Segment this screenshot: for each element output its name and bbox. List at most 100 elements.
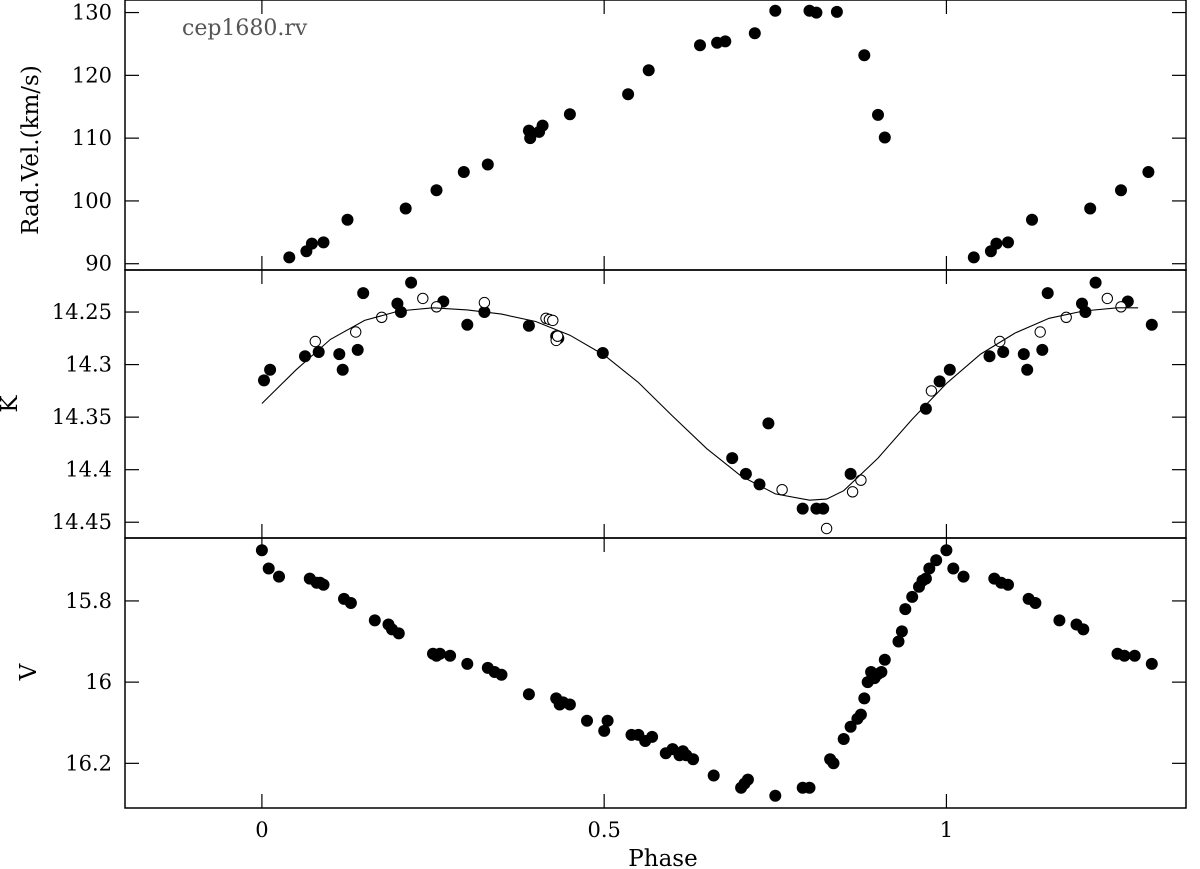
k-open-data-point xyxy=(478,296,491,309)
k-data-point xyxy=(1145,318,1158,331)
k-open-data-point xyxy=(547,314,559,327)
v-data-point xyxy=(433,647,446,660)
v-band-panel: V Phase 15.8 16 16.2 0 0.5 1 xyxy=(16,537,1187,869)
phase-axis-label: Phase xyxy=(628,846,697,869)
rv-data-point xyxy=(1084,202,1097,215)
v-data-point xyxy=(1053,614,1066,627)
rv-data-point xyxy=(317,236,330,249)
v-data-point xyxy=(707,769,720,782)
k-data-point xyxy=(943,363,956,376)
v-data-point xyxy=(957,570,970,583)
k-data-point xyxy=(405,276,418,289)
k-data-point xyxy=(333,348,346,361)
k-band-axis-label: K xyxy=(0,395,23,413)
k-y-tick-label: 14.35 xyxy=(52,405,112,429)
rv-y-tick-label: 110 xyxy=(72,126,112,150)
v-data-point xyxy=(495,668,508,681)
rv-data-point xyxy=(1115,184,1127,197)
rv-data-point xyxy=(622,88,635,101)
v-data-point xyxy=(1128,649,1141,662)
v-data-point xyxy=(741,773,754,786)
k-y-tick-label: 14.25 xyxy=(52,300,112,324)
rv-data-point xyxy=(305,237,318,250)
k-open-data-point xyxy=(776,484,788,496)
v-data-point xyxy=(444,649,457,662)
rv-data-point xyxy=(990,237,1003,250)
v-data-point xyxy=(895,625,908,638)
v-data-point xyxy=(461,657,474,670)
panel-annotation: cep1680.rv xyxy=(182,16,308,41)
v-data-point xyxy=(581,714,593,727)
v-data-point xyxy=(1145,657,1158,670)
k-data-point xyxy=(983,350,996,363)
phase-tick-label: 1 xyxy=(940,818,953,842)
v-y-tick-label: 15.8 xyxy=(65,589,112,613)
k-open-data-point xyxy=(309,335,321,348)
v-data-point xyxy=(803,781,816,794)
k-data-point xyxy=(726,452,739,465)
k-open-data-point xyxy=(417,292,429,305)
v-y-tick-label: 16.2 xyxy=(65,751,112,775)
k-open-data-point xyxy=(846,486,859,498)
v-data-point xyxy=(906,590,919,603)
v-data-point xyxy=(563,698,576,711)
k-data-point xyxy=(336,363,349,376)
k-open-data-point xyxy=(925,385,938,397)
k-data-point xyxy=(997,346,1010,358)
rv-y-tick-label: 130 xyxy=(72,1,112,25)
rv-data-point xyxy=(1026,213,1038,226)
v-band-axis-label: V xyxy=(16,663,42,681)
k-y-tick-label: 14.3 xyxy=(65,353,112,377)
k-data-point xyxy=(762,417,775,430)
rv-data-point xyxy=(878,131,891,144)
v-data-point xyxy=(368,614,381,627)
k-data-point xyxy=(299,350,311,363)
k-data-point xyxy=(753,478,766,491)
k-data-point xyxy=(1017,348,1030,361)
k-data-point xyxy=(817,502,830,515)
k-data-point xyxy=(919,402,932,415)
k-open-data-point xyxy=(855,474,867,486)
k-y-tick-label: 14.4 xyxy=(65,458,112,482)
rv-data-point xyxy=(858,49,871,62)
v-data-point xyxy=(601,714,614,727)
rv-data-point xyxy=(810,6,823,19)
v-panel-frame xyxy=(124,537,1187,809)
v-data-point xyxy=(940,544,953,557)
v-data-point xyxy=(1002,578,1014,591)
k-data-point xyxy=(796,502,809,515)
rv-data-point xyxy=(481,158,494,171)
k-data-point xyxy=(357,287,370,300)
v-y-tick-label: 16 xyxy=(85,670,112,694)
k-data-point xyxy=(1041,287,1054,300)
v-data-point xyxy=(273,570,285,583)
radial-velocity-axis-label: Rad.Vel.(km/s) xyxy=(18,65,44,235)
k-data-point xyxy=(264,363,277,376)
k-band-panel: K 14.25 14.3 14.35 14.4 14.45 xyxy=(0,269,1187,539)
v-data-point xyxy=(687,753,700,766)
v-data-point xyxy=(1118,649,1131,662)
radial-velocity-panel: cep1680.rv Rad.Vel.(km/s) 90 100 110 120 130 xyxy=(18,0,1187,276)
rv-data-point xyxy=(341,213,354,226)
rv-data-point xyxy=(283,251,296,264)
v-data-point xyxy=(827,757,840,770)
k-data-point xyxy=(258,374,270,387)
k-band-model-fit-line xyxy=(261,307,1139,501)
v-data-point xyxy=(947,562,960,575)
v-data-point xyxy=(892,635,905,648)
rv-data-point xyxy=(1002,236,1014,249)
k-data-point xyxy=(351,343,364,356)
v-data-point xyxy=(317,578,330,591)
v-data-point xyxy=(769,789,782,802)
rv-data-point xyxy=(967,251,980,264)
k-data-point xyxy=(461,318,474,331)
k-open-data-point xyxy=(1034,326,1046,338)
v-data-point xyxy=(522,688,535,701)
v-data-point xyxy=(899,603,912,616)
v-data-point xyxy=(1077,623,1090,636)
v-data-point xyxy=(858,692,871,705)
rv-data-point xyxy=(536,119,549,132)
rv-data-point xyxy=(694,39,706,52)
rv-data-point xyxy=(1142,166,1155,178)
